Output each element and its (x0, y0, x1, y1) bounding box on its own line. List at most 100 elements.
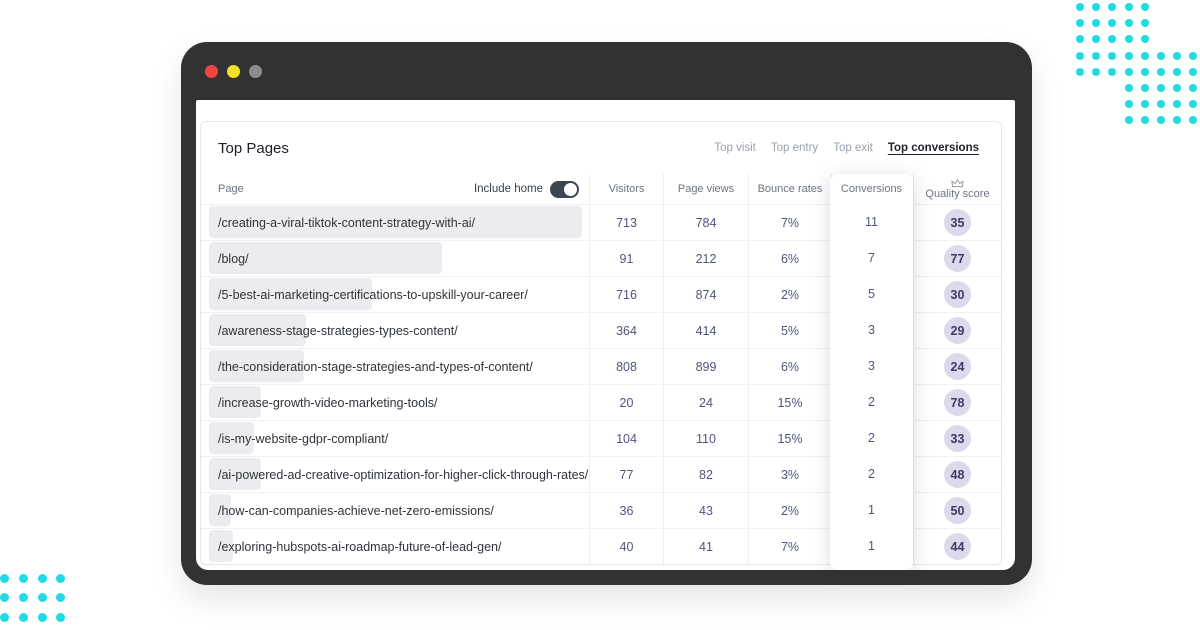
conversions-column-overlay: Conversions 11 7 5 3 3 2 2 2 1 1 (830, 174, 913, 570)
visitors-value: 40 (589, 529, 663, 564)
decor-dot (1108, 35, 1117, 44)
traffic-light-maximize[interactable] (249, 65, 262, 78)
visitors-value: 713 (589, 205, 663, 240)
decor-dot (37, 612, 47, 622)
decor-dot (0, 593, 9, 602)
magnitude-bar (209, 350, 304, 382)
quality-score-badge: 35 (944, 209, 971, 236)
conversions-value: 11 (865, 215, 878, 229)
conversions-value: 3 (868, 359, 875, 373)
page-link[interactable]: /the-consideration-stage-strategies-and-… (218, 359, 533, 374)
decor-dot (56, 593, 66, 602)
page-cell: /creating-a-viral-tiktok-content-strateg… (201, 205, 589, 240)
quality-score-cell: 78 (913, 385, 1001, 420)
decor-dot (1108, 67, 1117, 76)
decor-dot (1140, 51, 1149, 60)
decor-dot (1189, 100, 1198, 109)
decor-dot (1076, 35, 1084, 44)
page-link[interactable]: /is-my-website-gdpr-compliant/ (218, 431, 389, 446)
decor-dot (1124, 35, 1133, 44)
page-link[interactable]: /awareness-stage-strategies-types-conten… (218, 323, 458, 338)
page-views-value: 41 (663, 529, 748, 564)
decor-dot (0, 573, 9, 583)
page-link[interactable]: /5-best-ai-marketing-certifications-to-u… (218, 287, 528, 302)
quality-score-badge: 44 (944, 533, 971, 560)
page-cell: /exploring-hubspots-ai-roadmap-future-of… (201, 529, 589, 564)
decor-dot (1092, 67, 1101, 76)
decor-dot (1189, 51, 1198, 60)
bounce-rate-value: 7% (748, 205, 831, 240)
decor-dot (1173, 116, 1182, 125)
page-link[interactable]: /creating-a-viral-tiktok-content-strateg… (218, 215, 476, 230)
tab-top-entry[interactable]: Top entry (770, 142, 819, 154)
magnitude-bar (209, 206, 582, 238)
decor-dot (1108, 19, 1117, 28)
page-link[interactable]: /exploring-hubspots-ai-roadmap-future-of… (218, 539, 502, 554)
decor-dot (1173, 100, 1182, 109)
column-header-page-views: Page views (663, 174, 748, 204)
quality-score-cell: 50 (913, 493, 1001, 528)
tab-top-visit[interactable]: Top visit (714, 142, 756, 154)
traffic-light-close[interactable] (205, 65, 218, 78)
page-title: Top Pages (218, 139, 289, 157)
decor-dot (1124, 19, 1133, 28)
magnitude-bar (209, 386, 261, 418)
decor-dot (1108, 3, 1117, 11)
table-row: /blog/91 212 6% 77 (201, 240, 1001, 276)
bounce-rate-value: 15% (748, 385, 831, 420)
conversions-value: 1 (868, 503, 875, 517)
magnitude-bar (209, 530, 233, 562)
bounce-rate-value: 15% (748, 421, 831, 456)
decor-dot (1092, 35, 1101, 44)
visitors-value: 36 (589, 493, 663, 528)
page-link[interactable]: /ai-powered-ad-creative-optimization-for… (218, 467, 589, 482)
page-link[interactable]: /increase-growth-video-marketing-tools/ (218, 395, 438, 410)
conversions-value: 2 (868, 467, 875, 481)
decor-dot (1140, 35, 1149, 44)
magnitude-bar (209, 422, 254, 454)
bounce-rate-value: 2% (748, 493, 831, 528)
traffic-lights (205, 65, 262, 78)
bounce-rate-value: 6% (748, 241, 831, 276)
include-home-toggle[interactable] (550, 180, 579, 198)
decor-dot (1140, 84, 1149, 92)
table-row: /the-consideration-stage-strategies-and-… (201, 348, 1001, 384)
page-link[interactable]: /blog/ (218, 251, 249, 266)
decor-dot (0, 612, 9, 622)
decor-dot (18, 612, 28, 622)
tab-top-conversions[interactable]: Top conversions (887, 142, 979, 154)
visitors-value: 104 (589, 421, 663, 456)
visitors-value: 77 (589, 457, 663, 492)
page-cell: /is-my-website-gdpr-compliant/ (201, 421, 589, 456)
decor-dot (37, 573, 47, 583)
table-row: /exploring-hubspots-ai-roadmap-future-of… (201, 528, 1001, 564)
page-cell: /blog/ (201, 241, 589, 276)
decor-dot (1189, 84, 1198, 92)
visitors-value: 716 (589, 277, 663, 312)
page-views-value: 212 (663, 241, 748, 276)
page-cell: /awareness-stage-strategies-types-conten… (201, 313, 589, 348)
decor-dot (1173, 84, 1182, 92)
magnitude-bar (209, 278, 372, 310)
quality-score-badge: 33 (944, 425, 971, 452)
quality-score-cell: 77 (913, 241, 1001, 276)
decor-dot (56, 612, 66, 622)
page-link[interactable]: /how-can-companies-achieve-net-zero-emis… (218, 503, 494, 518)
magnitude-bar (209, 314, 306, 346)
visitors-value: 808 (589, 349, 663, 384)
page-cell: /ai-powered-ad-creative-optimization-for… (201, 457, 589, 492)
decor-dot (56, 573, 66, 583)
decor-dot (1108, 51, 1117, 60)
crown-icon (951, 179, 964, 188)
tab-top-exit[interactable]: Top exit (833, 142, 873, 154)
decor-dot (37, 593, 47, 602)
visitors-value: 91 (589, 241, 663, 276)
table-row: /awareness-stage-strategies-types-conten… (201, 312, 1001, 348)
panel-header: Top Pages Top visit Top entry Top exit Top … (201, 122, 1001, 174)
quality-score-badge: 29 (944, 317, 971, 344)
traffic-light-minimize[interactable] (227, 65, 240, 78)
page-views-value: 874 (663, 277, 748, 312)
quality-score-cell: 33 (913, 421, 1001, 456)
magnitude-bar (209, 458, 261, 490)
